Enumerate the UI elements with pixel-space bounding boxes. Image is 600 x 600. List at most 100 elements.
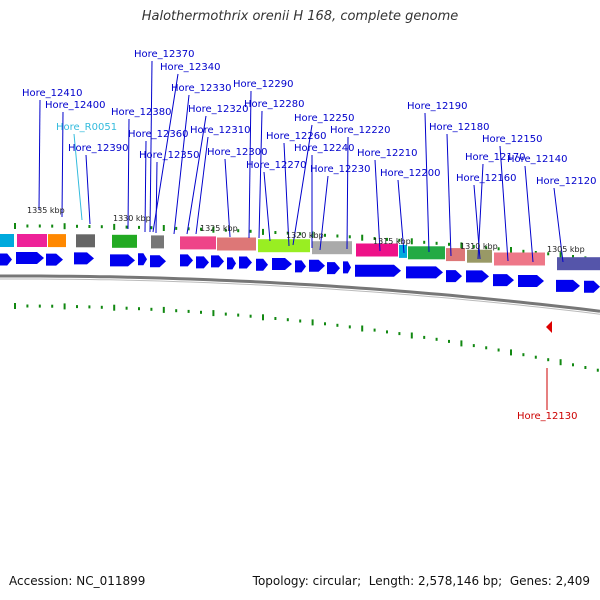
gene-label[interactable]: Hore_12140	[507, 154, 568, 165]
position-tick	[324, 233, 326, 237]
gene-label[interactable]: Hore_12190	[407, 101, 468, 112]
cog-feature-segment[interactable]	[258, 239, 310, 253]
cog-feature-segment[interactable]	[151, 235, 164, 249]
gene-label[interactable]: Hore_12130	[517, 411, 578, 422]
cog-feature-segment[interactable]	[312, 241, 352, 255]
cog-feature-segment[interactable]	[557, 257, 600, 271]
position-tick	[386, 330, 388, 334]
cog-feature-segment[interactable]	[76, 234, 95, 248]
cds-arrow[interactable]	[256, 258, 268, 271]
cds-arrow[interactable]	[138, 253, 147, 266]
gene-leader-line	[127, 118, 130, 230]
accession-value[interactable]: NC_011899	[76, 574, 146, 588]
gene-label[interactable]: Hore_12120	[536, 176, 597, 187]
cds-arrow[interactable]	[295, 260, 306, 273]
gene-label[interactable]: Hore_12400	[45, 100, 106, 111]
backbone-layer	[0, 274, 600, 315]
cds-arrow[interactable]	[327, 262, 340, 275]
gene-label[interactable]: Hore_12360	[128, 129, 189, 140]
cog-feature-segment[interactable]	[356, 243, 398, 257]
gene-label[interactable]: Hore_12290	[233, 79, 294, 90]
gene-label[interactable]: Hore_12410	[22, 88, 83, 99]
cds-arrow[interactable]	[239, 256, 252, 269]
cds-arrow[interactable]	[556, 279, 580, 292]
gene-label[interactable]: Hore_12380	[111, 107, 172, 118]
gene-label[interactable]: Hore_12210	[357, 148, 418, 159]
cds-arrow[interactable]	[0, 253, 12, 266]
scale-tick-label: 1335 kbp	[27, 206, 65, 215]
cds-arrow[interactable]	[584, 280, 600, 293]
gene-label[interactable]: Hore_12150	[482, 134, 543, 145]
position-tick	[237, 229, 240, 233]
cds-arrow[interactable]	[446, 270, 462, 283]
gene-label[interactable]: Hore_12390	[68, 143, 129, 154]
position-tick	[336, 234, 339, 238]
gene-label[interactable]: Hore_12160	[456, 173, 517, 184]
gene-label[interactable]: Hore_12230	[310, 164, 371, 175]
position-tick	[14, 303, 16, 309]
gene-leader-line	[248, 90, 252, 239]
gene-label[interactable]: Hore_12270	[246, 160, 307, 171]
cds-arrow[interactable]	[309, 259, 325, 272]
cds-arrow[interactable]	[74, 252, 94, 265]
gene-leader-line	[258, 110, 263, 239]
position-tick	[510, 349, 512, 356]
gene-label[interactable]: Hore_R0051	[56, 122, 117, 133]
cds-arrow[interactable]	[211, 255, 224, 268]
cog-feature-segment[interactable]	[217, 237, 256, 251]
cog-feature-segment[interactable]	[48, 234, 66, 248]
cds-arrow[interactable]	[518, 275, 544, 287]
gene-leader-line	[38, 99, 41, 211]
gene-label[interactable]: Hore_12310	[190, 125, 251, 136]
cds-arrow[interactable]	[355, 264, 401, 277]
position-tick	[162, 306, 165, 313]
gene-label[interactable]: Hore_12320	[188, 104, 249, 115]
gene-label[interactable]: Hore_12170	[465, 152, 526, 163]
cds-arrow[interactable]	[110, 254, 135, 267]
position-tick	[175, 226, 178, 230]
position-tick	[547, 358, 550, 362]
cds-arrow[interactable]	[180, 254, 193, 267]
cds-arrow[interactable]	[343, 261, 351, 274]
position-tick	[100, 305, 103, 309]
cog-feature-segment[interactable]	[494, 252, 545, 266]
gene-leader-line	[524, 165, 534, 263]
cds-arrow[interactable]	[493, 274, 514, 287]
gene-label[interactable]: Hore_12370	[134, 49, 195, 60]
cds-arrow[interactable]	[272, 258, 292, 270]
position-tick	[547, 252, 550, 256]
cds-arrow[interactable]	[466, 270, 489, 283]
cog-feature-segment[interactable]	[112, 234, 137, 248]
position-tick	[262, 228, 264, 235]
cog-feature-segment[interactable]	[180, 236, 216, 250]
gene-label[interactable]: Hore_12300	[207, 147, 268, 158]
gene-label[interactable]: Hore_12180	[429, 122, 490, 133]
cds-arrow[interactable]	[196, 256, 209, 269]
reverse-cds-marker[interactable]	[546, 321, 552, 333]
position-tick	[38, 304, 41, 308]
cds-arrow[interactable]	[16, 252, 44, 264]
gene-label[interactable]: Hore_12340	[160, 62, 221, 73]
gene-label[interactable]: Hore_12330	[171, 83, 232, 94]
gene-leader-line	[195, 136, 209, 235]
scale-tick-label: 1320 kbp	[286, 231, 324, 240]
cog-feature-segment[interactable]	[399, 244, 407, 258]
gene-label[interactable]: Hore_12250	[294, 113, 355, 124]
position-tick	[274, 231, 277, 234]
gene-label[interactable]: Hore_12280	[244, 99, 305, 110]
cog-feature-segment[interactable]	[17, 234, 47, 247]
cds-arrow[interactable]	[227, 257, 236, 270]
cog-feature-segment[interactable]	[408, 246, 445, 260]
position-tick	[311, 231, 314, 238]
gene-label[interactable]: Hore_12220	[330, 125, 391, 136]
gene-label[interactable]: Hore_12350	[139, 150, 200, 161]
cds-arrow[interactable]	[150, 255, 166, 268]
gene-label[interactable]: Hore_12240	[294, 143, 355, 154]
position-tick	[336, 323, 339, 327]
cds-arrow[interactable]	[406, 266, 443, 279]
cog-feature-segment[interactable]	[0, 234, 14, 247]
gene-label[interactable]: Hore_12200	[380, 168, 441, 179]
gene-label[interactable]: Hore_12260	[266, 131, 327, 142]
cds-arrow[interactable]	[46, 253, 63, 266]
